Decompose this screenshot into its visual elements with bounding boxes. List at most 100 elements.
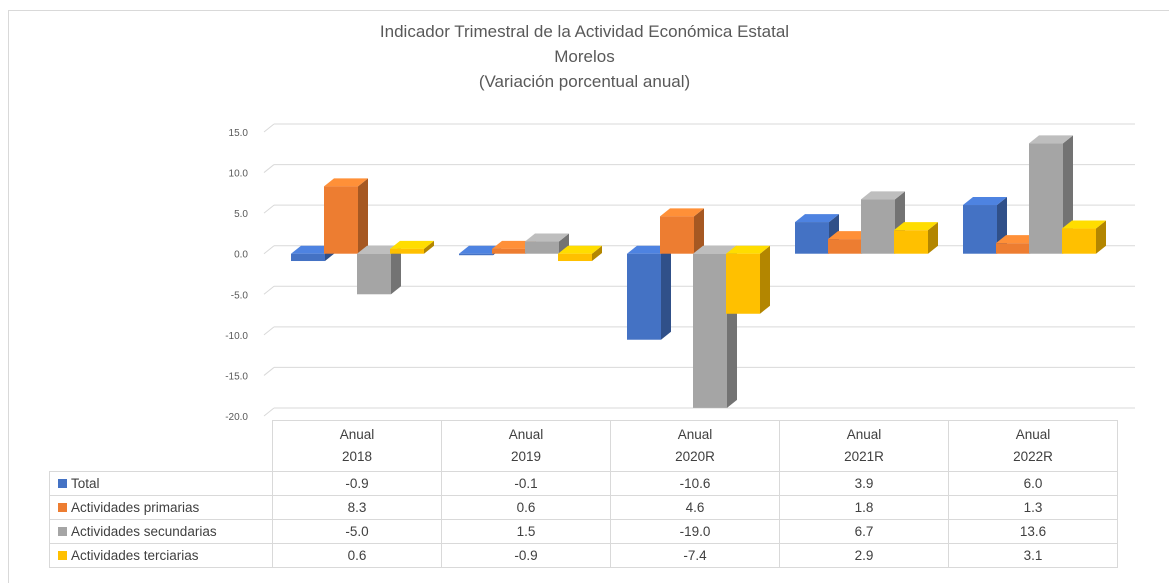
data-value-cell: 13.6 (948, 519, 1118, 544)
data-value-cell: 0.6 (441, 495, 611, 520)
bar-actividades-terciarias-2022r (1062, 220, 1106, 254)
bar-front-face (861, 199, 895, 254)
data-value-cell: -7.4 (610, 543, 780, 568)
table-row: Actividades primarias 8.3 0.6 4.6 1.8 1.3 (49, 495, 1118, 520)
bar-top-face (963, 197, 1007, 206)
category-header-cell: Anual 2021R (779, 420, 949, 472)
bar-front-face (492, 248, 526, 254)
category-label-line-2: 2019 (510, 449, 542, 464)
gridline-depth (263, 123, 275, 133)
category-label-line-1: Anual (508, 427, 544, 442)
gridline-depth (263, 367, 275, 376)
chart-border-left (8, 10, 9, 583)
category-label-line-2: 2021R (844, 449, 884, 464)
category-label-line-1: Anual (1015, 427, 1051, 442)
series-name: Actividades primarias (71, 500, 200, 515)
bars (291, 135, 1106, 408)
data-value-cell: 2.9 (779, 543, 949, 568)
bar-actividades-secundarias-2019 (525, 233, 569, 254)
series-label-cell: Actividades terciarias (49, 543, 273, 568)
category-label-line-1: Anual (677, 427, 713, 442)
category-label-line-1: Anual (339, 427, 375, 442)
legend-swatch (58, 527, 67, 536)
bar-front-face (324, 186, 358, 254)
data-value-cell: 6.7 (779, 519, 949, 544)
category-header-cell: Anual 2020R (610, 420, 780, 472)
chart-title-line-1: Indicador Trimestral de la Actividad Eco… (379, 22, 790, 41)
y-tick-label: 15.0 (229, 128, 249, 139)
category-label-line-1: Anual (846, 427, 882, 442)
bar-actividades-terciarias-2021r (894, 222, 938, 254)
bar-actividades-terciarias-2018 (390, 240, 434, 254)
y-axis-tick-labels: 15.0 10.0 5.0 0.0 -5.0 -10.0 -15.0 -20.0 (225, 128, 248, 423)
bar-side-face (1096, 220, 1106, 254)
y-tick-label: -10.0 (225, 331, 248, 342)
bar-actividades-primarias-2020r (660, 208, 704, 254)
bar-side-face (559, 233, 569, 254)
bar-front-face (357, 253, 391, 295)
gridline-depth (263, 204, 275, 214)
bar-front-face (828, 239, 862, 254)
gridline-depth (263, 164, 275, 173)
bar-total-2020r (627, 245, 671, 340)
table-row: Actividades terciarias 0.6 -0.9 -7.4 2.9 3.1 (49, 543, 1118, 568)
bar-front-face (390, 248, 424, 254)
gridline-depth (263, 285, 275, 295)
data-value-cell: 3.9 (779, 471, 949, 496)
bar-side-face (424, 240, 434, 254)
category-label-line-2: 2018 (341, 449, 373, 464)
bar-side-face (760, 245, 770, 314)
data-value-cell: -0.9 (441, 543, 611, 568)
data-table-body: Anual 2018 Anual 2019 Anual 2020R Anual 2021R An… (49, 420, 1118, 568)
data-value-cell: -0.1 (441, 471, 611, 496)
chart-title-line-2: Morelos (554, 47, 615, 66)
bar-front-face (459, 253, 493, 256)
bar-front-face (291, 253, 325, 262)
bar-front-face (963, 205, 997, 254)
series-label-cell: Actividades secundarias (49, 519, 273, 544)
data-value-cell: 0.6 (272, 543, 442, 568)
y-tick-label: 10.0 (229, 169, 249, 180)
category-header-cell: Anual 2019 (441, 420, 611, 472)
bar-side-face (391, 245, 401, 295)
series-label-cell: Actividades primarias (49, 495, 273, 520)
legend-swatch (58, 503, 67, 512)
data-value-cell: 8.3 (272, 495, 442, 520)
y-tick-label: -15.0 (225, 371, 248, 382)
data-table: Anual 2018 Anual 2019 Anual 2020R Anual 2021R An… (49, 420, 1118, 568)
gridline-depth (263, 407, 275, 417)
bar-top-face (390, 240, 434, 249)
category-header-cell: Anual 2018 (272, 420, 442, 472)
series-label-cell: Total (49, 471, 273, 496)
bar-front-face (726, 253, 760, 314)
bar-front-face (894, 230, 928, 254)
bar-actividades-secundarias-2018 (357, 245, 401, 295)
data-value-cell: -0.9 (272, 471, 442, 496)
data-value-cell: 1.3 (948, 495, 1118, 520)
series-name: Total (71, 476, 100, 491)
bar-side-face (928, 222, 938, 254)
y-tick-label: 5.0 (234, 209, 248, 220)
bar-top-face (1062, 220, 1106, 229)
bar-front-face (1062, 228, 1096, 254)
bar-top-face (795, 214, 839, 223)
category-label-line-2: 2020R (675, 449, 715, 464)
data-value-cell: 4.6 (610, 495, 780, 520)
table-row: Total -0.9 -0.1 -10.6 3.9 6.0 (49, 471, 1118, 496)
bar-top-face (324, 178, 368, 187)
bar-top-face (861, 191, 905, 200)
bar-actividades-terciarias-2019 (558, 245, 602, 262)
bar-actividades-terciarias-2020r (726, 245, 770, 314)
category-label-line-2: 2022R (1013, 449, 1053, 464)
bar-front-face (660, 216, 694, 254)
bar-top-face (1029, 135, 1073, 144)
bar-side-face (661, 245, 671, 340)
bar-top-face (693, 245, 737, 254)
data-value-cell: 1.5 (441, 519, 611, 544)
data-value-cell: -10.6 (610, 471, 780, 496)
bar-top-face (525, 233, 569, 242)
data-value-cell: -5.0 (272, 519, 442, 544)
chart-border-top (8, 10, 1169, 11)
